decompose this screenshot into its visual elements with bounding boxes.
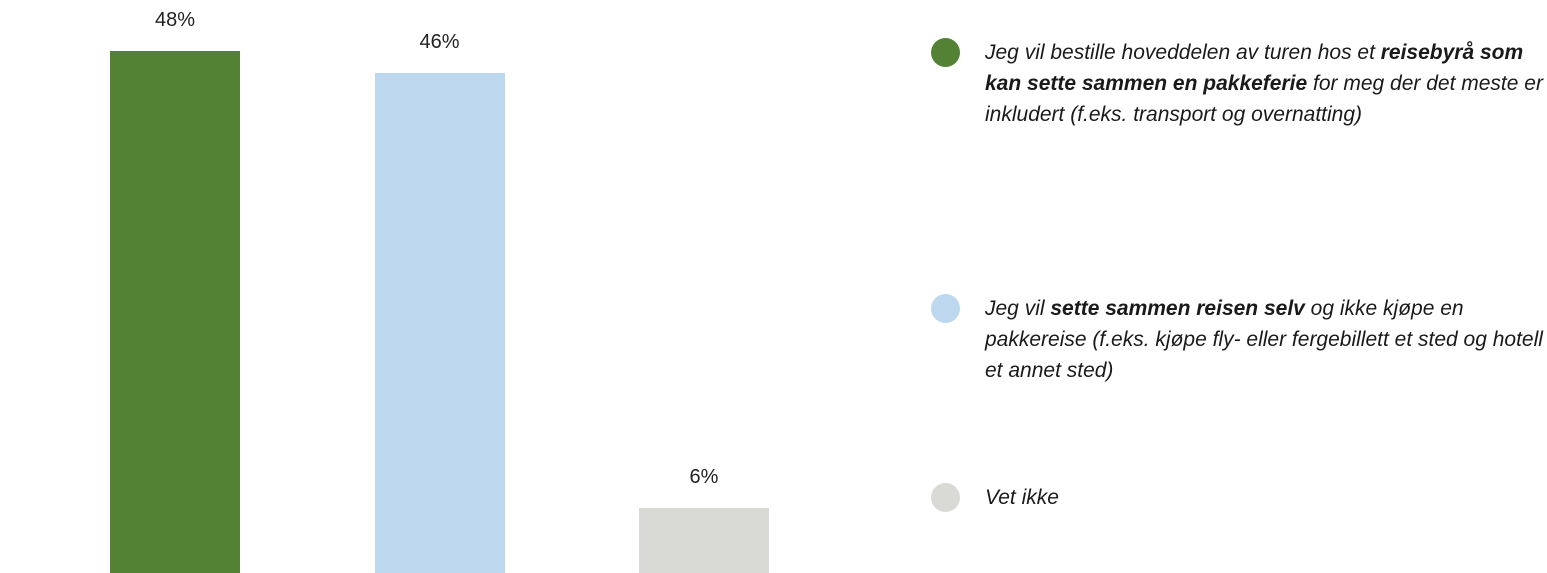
legend-marker: [931, 483, 960, 512]
value-label: 48%: [154, 9, 196, 31]
legend-text-part: og ikke kjøpe en pakkereise (f.eks. kjøp…: [985, 297, 1543, 382]
legend-text-part: Vet ikke: [985, 486, 1059, 509]
bar: [374, 72, 505, 573]
value-label: 6%: [689, 465, 719, 488]
legend-text-part: reisebyrå som kan sette sammen en pakkef…: [985, 41, 1524, 95]
legend-text-part: Jeg vil: [985, 297, 1051, 320]
legend-marker: [931, 294, 960, 323]
legend-text-part: sette sammen reisen selv: [1050, 297, 1305, 320]
bar: [639, 507, 769, 573]
legend-text-part: Jeg vil bestille hoveddelen av turen hos…: [985, 41, 1381, 64]
value-label: 46%: [419, 30, 460, 53]
legend-marker: [931, 38, 960, 67]
bar: [110, 51, 240, 573]
legend-text-part: for meg der det meste er inkludert (f.ek…: [985, 72, 1543, 126]
legend-text: Jeg vil bestille hoveddelen av turen hos…: [985, 37, 1543, 130]
legend-text: Vet ikke: [985, 482, 1543, 513]
legend-text: Jeg vil sette sammen reisen selv og ikke…: [985, 293, 1543, 386]
